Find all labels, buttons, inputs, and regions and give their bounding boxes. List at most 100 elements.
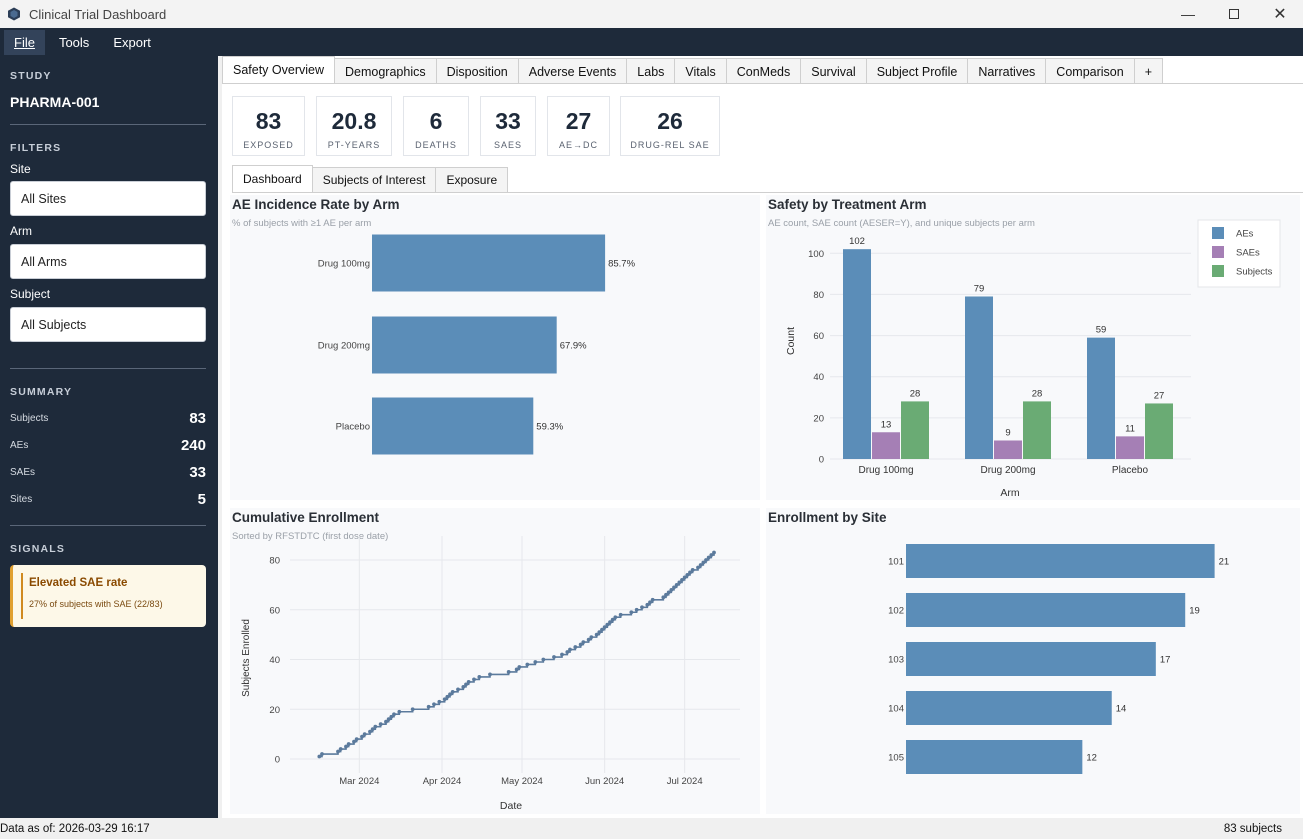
bar — [901, 401, 929, 459]
data-point — [589, 635, 594, 640]
tab-demographics[interactable]: Demographics — [334, 58, 437, 84]
tab-narratives[interactable]: Narratives — [967, 58, 1047, 84]
subject-label: Subject — [10, 287, 51, 301]
data-point — [648, 600, 652, 605]
data-point — [541, 657, 546, 662]
data-point — [600, 627, 604, 632]
tab-disposition[interactable]: Disposition — [435, 58, 519, 84]
data-point — [368, 729, 372, 734]
x-axis-label: Date — [500, 800, 522, 812]
study-id: PHARMA-001 — [10, 94, 100, 110]
data-label: 102 — [849, 236, 865, 247]
arm-select[interactable]: All Arms — [10, 244, 206, 279]
signal-text: 27% of subjects with SAE (22/83) — [29, 599, 163, 609]
menu-file[interactable]: File — [4, 29, 45, 55]
data-point — [640, 605, 644, 610]
tabs-divider — [222, 83, 1303, 84]
panel-safety-by-arm: Safety by Treatment Arm AE count, SAE co… — [766, 195, 1300, 500]
summary-value: 240 — [180, 437, 206, 454]
tab-labs[interactable]: Labs — [626, 58, 676, 84]
status-data-as-of: Data as of: 2026-03-29 16:17 — [0, 823, 150, 835]
sidebar-divider — [10, 124, 206, 125]
menu-bar: File Tools Export — [0, 28, 1303, 56]
legend-label: SAEs — [1236, 248, 1260, 259]
data-point — [608, 620, 612, 625]
kpi-card-ae-dc: 27 AE→DC — [547, 96, 610, 156]
sub-tabs: Dashboard Subjects of Interest Exposure — [232, 165, 509, 192]
main-content: Safety Overview Demographics Disposition… — [222, 56, 1303, 818]
data-point — [674, 582, 679, 587]
data-point — [709, 553, 714, 557]
filters-heading: FILTERS — [10, 142, 62, 154]
bar — [906, 691, 1112, 725]
legend-swatch — [1212, 265, 1224, 277]
tab-comparison[interactable]: Comparison — [1045, 58, 1135, 84]
data-point — [338, 747, 343, 751]
signal-card[interactable]: Elevated SAE rate 27% of subjects with S… — [10, 565, 206, 627]
data-point — [696, 565, 700, 570]
status-subject-count: 83 subjects — [1223, 823, 1282, 835]
data-point — [533, 660, 538, 664]
tab-adverse-events[interactable]: Adverse Events — [517, 58, 628, 84]
y-tick-label: 60 — [269, 605, 280, 616]
tab-survival[interactable]: Survival — [800, 58, 867, 84]
data-point — [578, 642, 583, 647]
tab-subject-profile[interactable]: Subject Profile — [865, 58, 969, 84]
subtab-exposure[interactable]: Exposure — [435, 167, 509, 192]
summary-value: 33 — [189, 464, 206, 481]
signal-title: Elevated SAE rate — [29, 577, 128, 589]
status-bar: Data as of: 2026-03-29 16:17 83 subjects — [0, 818, 1303, 839]
data-point — [618, 612, 623, 617]
data-point — [448, 692, 452, 697]
data-point — [706, 555, 711, 560]
data-label: 12 — [1086, 753, 1097, 764]
bar — [372, 316, 557, 374]
data-point — [442, 697, 447, 702]
subtab-dashboard[interactable]: Dashboard — [232, 165, 313, 192]
tab-conmeds[interactable]: ConMeds — [725, 58, 802, 84]
data-label: 17 — [1160, 655, 1171, 666]
minimize-button[interactable]: — — [1165, 0, 1211, 28]
data-point — [517, 665, 522, 669]
subject-select[interactable]: All Subjects — [10, 307, 206, 342]
minimize-icon: — — [1181, 6, 1195, 22]
data-point — [386, 717, 391, 722]
data-point — [445, 694, 450, 699]
subtab-subjects-of-interest[interactable]: Subjects of Interest — [311, 167, 437, 192]
x-tick-label: Placebo — [1112, 465, 1149, 476]
maximize-icon — [1229, 9, 1239, 19]
legend-label: AEs — [1236, 229, 1254, 240]
chart-subtitle: AE count, SAE count (AESER=Y), and uniqu… — [768, 218, 1035, 229]
menu-tools[interactable]: Tools — [58, 34, 90, 50]
data-label: 28 — [910, 388, 921, 399]
bar — [1023, 401, 1051, 459]
data-point — [397, 709, 402, 714]
y-axis-label: Subjects Enrolled — [241, 619, 252, 697]
tab-vitals[interactable]: Vitals — [674, 58, 727, 84]
tab-safety-overview[interactable]: Safety Overview — [222, 56, 336, 84]
summary-label: SAEs — [10, 467, 36, 478]
data-label: 85.7% — [608, 259, 635, 270]
data-label: 28 — [1032, 388, 1043, 399]
close-button[interactable]: ✕ — [1257, 0, 1303, 28]
data-point — [597, 630, 602, 635]
data-point — [378, 722, 383, 727]
data-point — [581, 640, 586, 644]
kpi-card-pt-years: 20.8 PT-YEARS — [316, 96, 392, 156]
data-point — [354, 737, 359, 741]
maximize-button[interactable] — [1211, 0, 1257, 28]
data-point — [573, 645, 578, 649]
safety-by-arm-chart: 0 20 40 60 80 100 102 79 59 13 9 11 28 28 27 Drug 100mg… — [785, 219, 1281, 499]
data-point — [389, 714, 394, 719]
category-label: Drug 100mg — [318, 259, 370, 270]
x-tick-label: Mar 2024 — [339, 776, 379, 787]
category-label: 101 — [888, 557, 904, 568]
data-point — [514, 667, 519, 672]
tab-add[interactable]: + — [1133, 58, 1163, 84]
menu-export[interactable]: Export — [113, 34, 151, 50]
site-select[interactable]: All Sites — [10, 181, 206, 216]
chart-title: Safety by Treatment Arm — [768, 197, 927, 212]
data-label: 14 — [1116, 704, 1127, 715]
data-point — [664, 592, 668, 597]
data-point — [645, 602, 650, 607]
